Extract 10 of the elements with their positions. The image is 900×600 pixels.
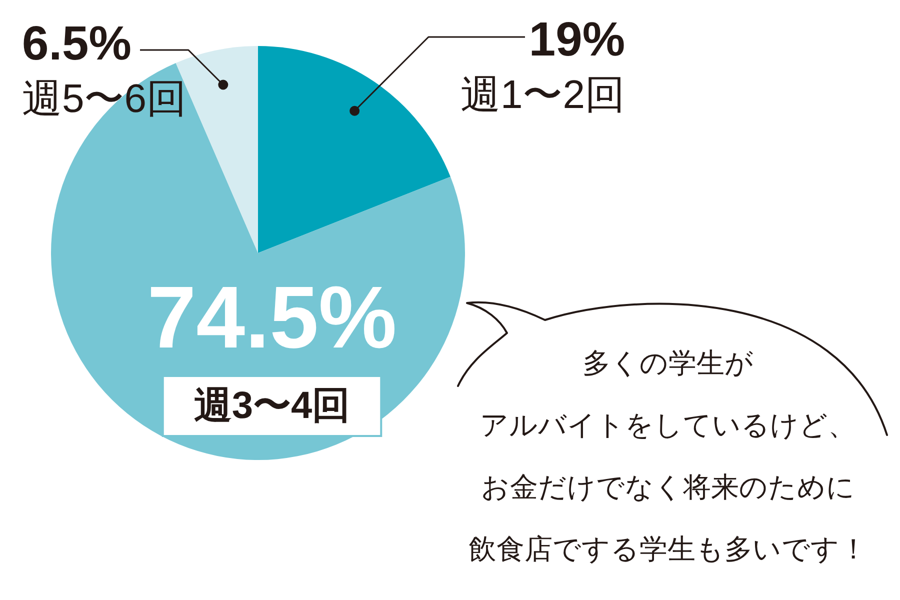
- text: アルバイトをしているけど、: [480, 410, 856, 440]
- slice-label: 週1〜2回: [460, 73, 625, 117]
- text: お金だけでなく将来のために: [481, 472, 855, 502]
- data-label: 19%: [528, 14, 625, 66]
- text: 多くの学生が: [582, 348, 754, 378]
- slice-label: 週5〜6回: [22, 77, 186, 121]
- data-label: 74.5%: [147, 268, 397, 366]
- text: 飲食店でする学生も多いです！: [468, 534, 868, 564]
- slice-label: 週3〜4回: [194, 385, 350, 427]
- data-label: 6.5%: [22, 18, 132, 70]
